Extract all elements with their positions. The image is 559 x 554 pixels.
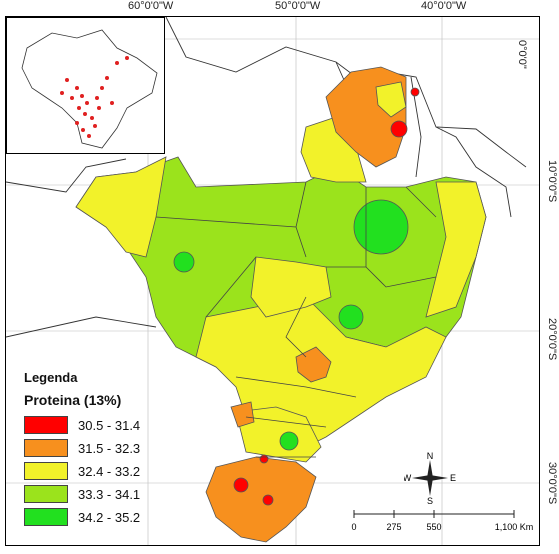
scale-bar: 0 275 550 1,100 Km xyxy=(348,506,548,536)
state-borders xyxy=(155,181,437,458)
region-red-spot xyxy=(410,87,420,97)
legend-item: 30.5 - 31.4 xyxy=(24,414,224,436)
region-yellow-mid xyxy=(250,256,332,318)
region-yellow-east xyxy=(425,181,487,318)
legend-item: 32.4 - 33.2 xyxy=(24,460,224,482)
legend-label: 31.5 - 32.3 xyxy=(78,440,141,456)
region-red-spot xyxy=(233,477,249,493)
legend-subtitle: Proteina (13%) xyxy=(24,392,122,408)
map-frame xyxy=(5,16,540,546)
region-yellow-peninsula xyxy=(375,81,407,118)
legend-swatch xyxy=(24,508,68,526)
scale-tick: 275 xyxy=(386,522,401,532)
scale-tick: 0 xyxy=(351,522,356,532)
latitude-label: 20°0'0"S xyxy=(546,318,558,361)
longitude-label: 60°0'0"W xyxy=(128,0,174,12)
region-red-spot xyxy=(259,454,269,464)
inset-sample-points xyxy=(60,56,129,138)
legend-title: Legenda xyxy=(24,370,78,385)
longitude-label: 40°0'0"W xyxy=(421,0,467,12)
legend-label: 34.2 - 35.2 xyxy=(78,509,141,525)
legend-swatch xyxy=(24,462,68,480)
compass-rose-icon: N S E W xyxy=(403,451,456,506)
scale-tick: 550 xyxy=(426,522,441,532)
inset-country-outline xyxy=(21,29,158,149)
region-green-spot xyxy=(279,431,299,451)
compass-w: W xyxy=(404,473,412,483)
legend-item: 31.5 - 32.3 xyxy=(24,437,224,459)
region-green-spot xyxy=(353,199,409,255)
region-orange-south xyxy=(205,456,317,543)
region-green-spot xyxy=(338,304,364,330)
legend-label: 32.4 - 33.2 xyxy=(78,463,141,479)
legend-label: 30.5 - 31.4 xyxy=(78,417,141,433)
legend-item: 33.3 - 34.1 xyxy=(24,483,224,505)
legend-swatch xyxy=(24,416,68,434)
region-orange-west xyxy=(230,401,255,428)
latitude-label: 0°0'0" xyxy=(516,40,528,69)
legend-swatch xyxy=(24,485,68,503)
region-green-spot xyxy=(173,251,195,273)
latitude-label: 10°0'0"S xyxy=(546,160,558,203)
legend-item: 34.2 - 35.2 xyxy=(24,506,224,528)
region-yellow-south xyxy=(235,406,322,463)
locator-inset-map xyxy=(6,17,165,154)
map-canvas xyxy=(6,17,539,545)
legend-label: 33.3 - 34.1 xyxy=(78,486,141,502)
legend-swatch xyxy=(24,439,68,457)
inset-brazil-map xyxy=(21,29,158,149)
legend: Legenda Proteina (13%) 30.5 - 31.4 31.5 … xyxy=(24,370,224,529)
latitude-label: 30°0'0"S xyxy=(546,462,558,505)
scale-tick: 1,100 Km xyxy=(495,522,534,532)
compass-e: E xyxy=(450,473,456,483)
longitude-label: 50°0'0"W xyxy=(275,0,321,12)
region-red-spot xyxy=(390,120,408,138)
compass-n: N xyxy=(427,452,434,461)
study-region xyxy=(75,66,487,543)
region-red-spot xyxy=(262,494,274,506)
compass-s: S xyxy=(427,496,433,504)
